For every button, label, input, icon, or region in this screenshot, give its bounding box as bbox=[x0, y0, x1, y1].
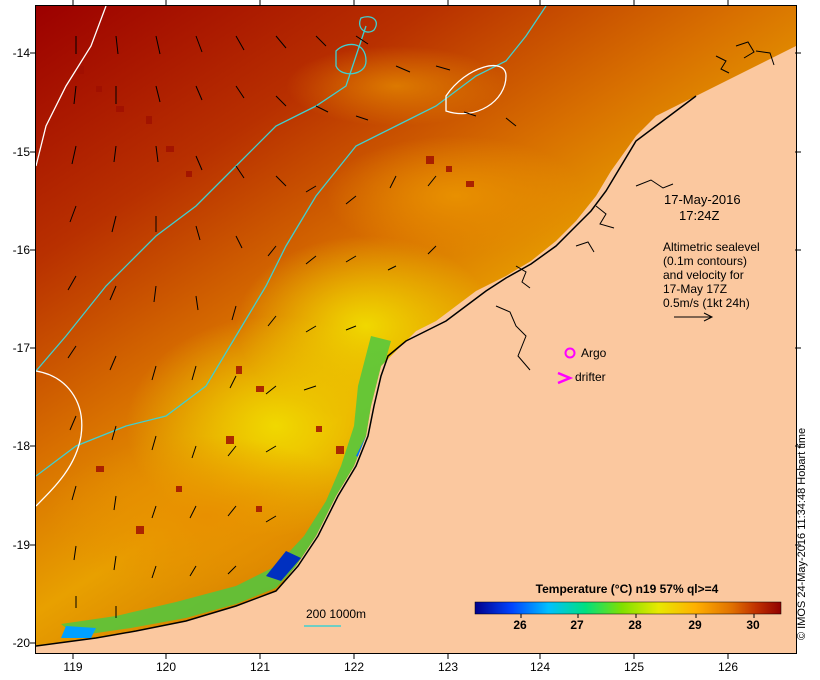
lat-label: -15 bbox=[12, 145, 30, 159]
argo-marker[interactable] bbox=[564, 347, 576, 359]
lon-label: 123 bbox=[437, 660, 459, 674]
lat-label: -19 bbox=[12, 538, 30, 552]
colorbar-label: 29 bbox=[688, 618, 702, 632]
map-panel[interactable] bbox=[35, 5, 797, 654]
altimetry-line: (0.1m contours) bbox=[663, 254, 748, 268]
lat-label: -16 bbox=[12, 243, 30, 257]
altimetry-note: Altimetric sealevel (0.1m contours) and … bbox=[663, 240, 760, 310]
colorbar-title: Temperature (°C) n19 57% ql>=4 bbox=[535, 582, 719, 596]
colorbar-label: 26 bbox=[513, 618, 527, 632]
credit-text: © IMOS 24-May-2016 11:34:48 Hobart time bbox=[796, 427, 808, 640]
lat-label: -20 bbox=[12, 636, 30, 650]
map-time: 17:24Z bbox=[679, 208, 720, 223]
depth-contour-label: 200 1000m bbox=[306, 607, 367, 621]
kimberley-islands bbox=[495, 41, 775, 371]
colorbar-ticks bbox=[520, 614, 755, 618]
colorbar-label: 27 bbox=[570, 618, 584, 632]
coastline bbox=[36, 95, 697, 647]
drifter-label: drifter bbox=[575, 370, 606, 384]
altimetry-line: and velocity for bbox=[663, 268, 744, 282]
map-date: 17-May-2016 bbox=[664, 192, 741, 207]
lon-label: 124 bbox=[529, 660, 551, 674]
colorbar-label: 28 bbox=[628, 618, 642, 632]
lon-label: 122 bbox=[343, 660, 365, 674]
lon-label: 126 bbox=[717, 660, 739, 674]
velocity-scale-arrow bbox=[674, 312, 714, 322]
argo-label: Argo bbox=[581, 346, 607, 360]
lon-label: 120 bbox=[155, 660, 177, 674]
altimetry-line: Altimetric sealevel bbox=[663, 240, 760, 254]
lat-label: -18 bbox=[12, 439, 30, 453]
lat-label: -14 bbox=[12, 46, 30, 60]
altimetry-line: 0.5m/s (1kt 24h) bbox=[663, 296, 750, 310]
drifter-marker[interactable] bbox=[557, 371, 574, 385]
velocity-arrows bbox=[67, 35, 517, 618]
lat-label: -17 bbox=[12, 341, 30, 355]
colorbar-gradient bbox=[474, 601, 782, 615]
lon-label: 119 bbox=[63, 660, 83, 674]
lon-label: 125 bbox=[623, 660, 645, 674]
sealevel-contours-high bbox=[36, 6, 507, 507]
altimetry-line: 17-May 17Z bbox=[663, 282, 728, 296]
colorbar-label: 30 bbox=[746, 618, 760, 632]
sst-map bbox=[36, 6, 796, 653]
lon-label: 121 bbox=[249, 660, 271, 674]
